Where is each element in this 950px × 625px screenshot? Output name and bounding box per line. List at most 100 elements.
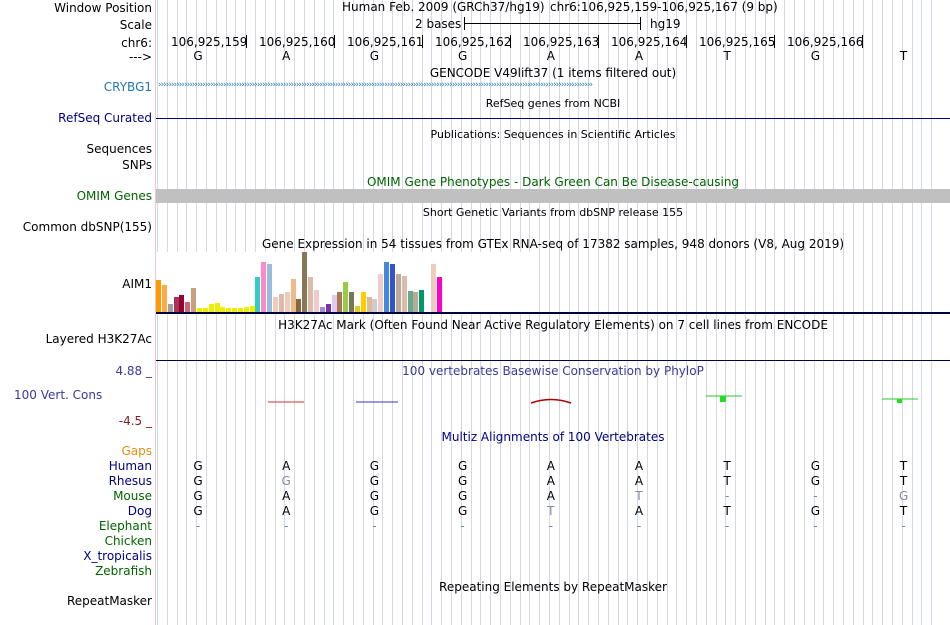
gencode-label[interactable]: CRYBG1: [103, 80, 152, 94]
coordinate-label: 106,925,165: [699, 35, 776, 49]
phylop-label[interactable]: 100 Vert. Cons: [14, 388, 103, 402]
reference-base: A: [634, 49, 644, 63]
coordinate-tick: [422, 35, 423, 48]
reference-base: T: [723, 49, 731, 63]
gtex-bar[interactable]: [413, 292, 418, 312]
gtex-bar[interactable]: [238, 308, 243, 312]
omim-feature-bar[interactable]: [156, 189, 950, 203]
publications-snps-label[interactable]: SNPs: [122, 158, 152, 172]
gtex-bar[interactable]: [372, 299, 377, 312]
dbsnp-label[interactable]: Common dbSNP(155): [22, 220, 152, 234]
refseq-label[interactable]: RefSeq Curated: [58, 111, 152, 125]
gtex-bar[interactable]: [267, 264, 272, 312]
multiz-base: T: [723, 459, 731, 473]
scale-text: 2 bases: [415, 17, 462, 31]
omim-label[interactable]: OMIM Genes: [76, 189, 152, 203]
gtex-bar[interactable]: [349, 292, 354, 312]
gtex-bar[interactable]: [273, 297, 278, 312]
multiz-base: -: [284, 519, 289, 533]
gtex-bar[interactable]: [320, 307, 325, 312]
window-position-label: Window Position: [54, 1, 152, 15]
gtex-bar[interactable]: [367, 297, 372, 312]
gtex-bar[interactable]: [174, 297, 179, 312]
gtex-bar[interactable]: [337, 292, 342, 312]
gtex-bar[interactable]: [244, 307, 249, 312]
reference-base: G: [457, 49, 468, 63]
multiz-species-label[interactable]: Gaps: [121, 444, 152, 458]
gencode-title[interactable]: GENCODE V49lift37 (1 items filtered out): [429, 66, 677, 80]
gtex-bar[interactable]: [296, 299, 301, 312]
publications-sequences-label[interactable]: Sequences: [86, 142, 152, 156]
gtex-bar[interactable]: [209, 304, 214, 312]
gtex-bar[interactable]: [419, 290, 424, 312]
gtex-bar[interactable]: [291, 279, 296, 312]
reference-base: G: [193, 49, 203, 63]
gtex-bar[interactable]: [425, 300, 430, 312]
multiz-title[interactable]: Multiz Alignments of 100 Vertebrates: [441, 430, 665, 444]
gtex-bar[interactable]: [343, 282, 348, 312]
multiz-species-label[interactable]: Mouse: [113, 489, 152, 503]
gtex-bar[interactable]: [279, 294, 284, 312]
multiz-base: -: [813, 519, 818, 533]
multiz-species-label[interactable]: Elephant: [98, 519, 152, 533]
phylop-plot[interactable]: [156, 390, 950, 410]
multiz-species-label[interactable]: X_tropicalis: [83, 549, 152, 563]
omim-title[interactable]: OMIM Gene Phenotypes - Dark Green Can Be…: [366, 175, 740, 189]
gtex-bar[interactable]: [162, 285, 167, 312]
multiz-base: G: [457, 489, 468, 503]
h3k27ac-title[interactable]: H3K27Ac Mark (Often Found Near Active Re…: [278, 318, 828, 332]
gtex-bar[interactable]: [408, 291, 413, 312]
h3k27ac-label[interactable]: Layered H3K27Ac: [45, 332, 152, 346]
gtex-bar[interactable]: [326, 304, 331, 312]
phylop-title[interactable]: 100 vertebrates Basewise Conservation by…: [402, 364, 704, 378]
multiz-base: T: [723, 504, 731, 518]
gtex-bar[interactable]: [203, 308, 208, 312]
gtex-bar[interactable]: [226, 308, 231, 312]
gtex-bar[interactable]: [156, 280, 161, 312]
gtex-bar[interactable]: [361, 292, 366, 312]
gtex-bar[interactable]: [431, 264, 436, 312]
scale-bar: [464, 17, 642, 31]
multiz-base: T: [635, 489, 643, 503]
gtex-bar[interactable]: [191, 288, 196, 312]
multiz-species-label[interactable]: Dog: [127, 504, 152, 518]
gencode-gene-feature[interactable]: ››››››››››››››››››››››››››››››››››››››››…: [158, 80, 593, 90]
refseq-title[interactable]: RefSeq genes from NCBI: [485, 97, 621, 110]
gtex-bar[interactable]: [378, 274, 383, 312]
multiz-base: A: [634, 474, 644, 488]
multiz-species-label[interactable]: Human: [108, 459, 152, 473]
gtex-bar[interactable]: [168, 304, 173, 312]
gtex-bar[interactable]: [197, 308, 202, 312]
multiz-species-label[interactable]: Zebrafish: [95, 564, 152, 578]
coordinate-label: 106,925,160: [259, 35, 336, 49]
gtex-bar[interactable]: [314, 290, 319, 312]
gtex-title[interactable]: Gene Expression in 54 tissues from GTEx …: [261, 237, 845, 251]
refseq-gene-line[interactable]: [156, 118, 950, 119]
gtex-bar[interactable]: [255, 277, 260, 312]
coordinate-tick: [598, 35, 599, 48]
gtex-bar[interactable]: [332, 295, 337, 312]
gtex-bar[interactable]: [437, 277, 442, 312]
repeatmasker-label[interactable]: RepeatMasker: [66, 594, 152, 608]
publications-title[interactable]: Publications: Sequences in Scientific Ar…: [430, 128, 676, 141]
gtex-bar[interactable]: [402, 276, 407, 312]
gtex-bar[interactable]: [384, 262, 389, 312]
multiz-species-label[interactable]: Chicken: [104, 534, 152, 548]
gtex-bar[interactable]: [185, 302, 190, 312]
gtex-bar[interactable]: [232, 308, 237, 312]
gtex-bar[interactable]: [179, 295, 184, 312]
gtex-bar[interactable]: [215, 303, 220, 312]
gtex-bar[interactable]: [396, 274, 401, 312]
gtex-bar[interactable]: [285, 292, 290, 312]
repeatmasker-title[interactable]: Repeating Elements by RepeatMasker: [439, 580, 667, 594]
multiz-species-label[interactable]: Rhesus: [108, 474, 152, 488]
gtex-bar[interactable]: [220, 307, 225, 312]
dbsnp-title[interactable]: Short Genetic Variants from dbSNP releas…: [422, 206, 684, 219]
gtex-bar[interactable]: [302, 252, 307, 312]
gtex-bar[interactable]: [308, 277, 313, 312]
gtex-bar[interactable]: [261, 262, 266, 312]
gtex-bar[interactable]: [390, 264, 395, 312]
gtex-bar[interactable]: [355, 306, 360, 312]
gtex-label[interactable]: AIM1: [122, 277, 152, 291]
gtex-bar[interactable]: [250, 306, 255, 312]
